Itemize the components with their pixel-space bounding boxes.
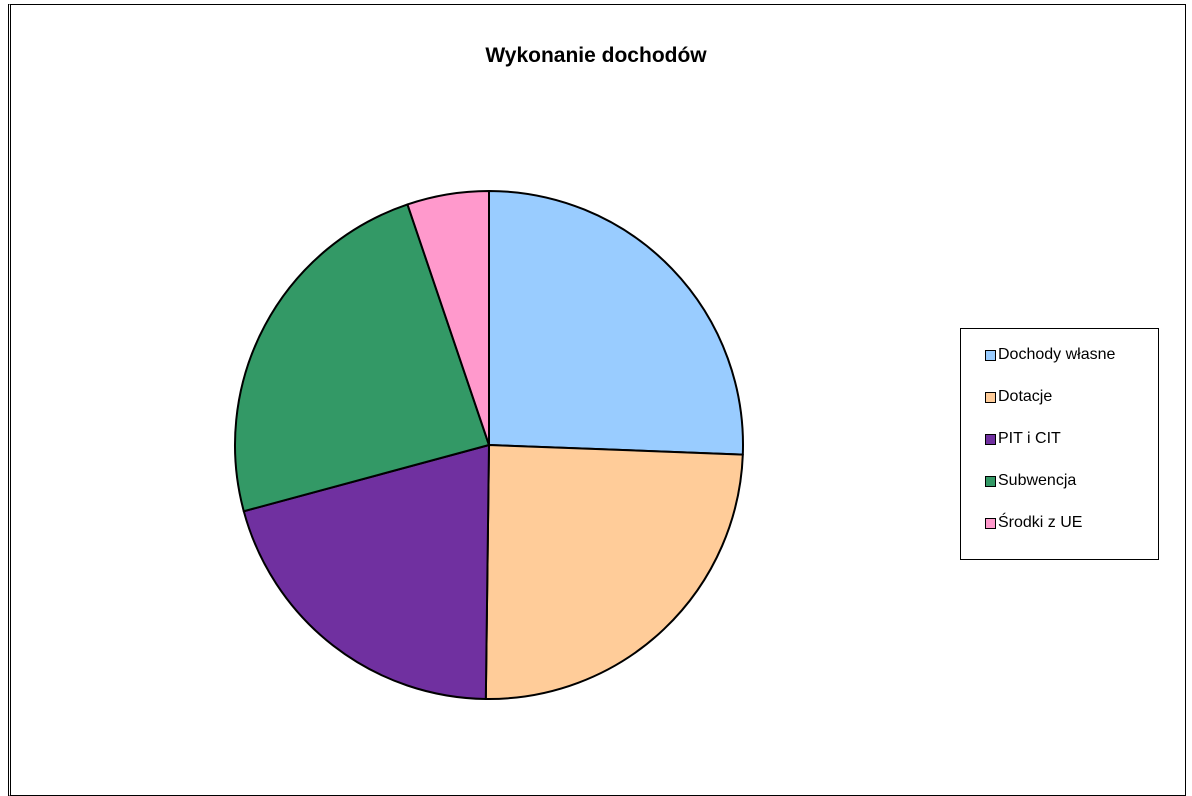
legend-item: Środki z UE — [961, 509, 1158, 537]
legend-item: Dochody własne — [961, 341, 1158, 369]
pie-slice-5 — [406, 190, 490, 446]
legend-swatch — [985, 433, 996, 445]
legend-label: Środki z UE — [998, 514, 1083, 531]
pie-slice-1 — [488, 190, 744, 456]
legend-swatch — [985, 517, 996, 529]
legend-swatch — [985, 391, 996, 403]
legend-label: Subwencja — [998, 472, 1077, 489]
legend-item: Dotacje — [961, 383, 1158, 411]
legend-item: Subwencja — [961, 467, 1158, 495]
legend-label: Dotacje — [998, 388, 1053, 405]
legend-swatch — [985, 349, 996, 361]
pie-slice-2 — [484, 444, 744, 700]
chart-title: Wykonanie dochodów — [485, 44, 707, 67]
pie-slice-4 — [234, 203, 490, 513]
legend-label: Dochody własne — [998, 346, 1116, 363]
legend-label: PIT i CIT — [998, 430, 1061, 447]
pie-slice-3 — [242, 444, 490, 700]
legend-swatch — [985, 475, 996, 487]
legend: Dochody własne Dotacje PIT i CIT Subwenc… — [960, 328, 1159, 560]
legend-item: PIT i CIT — [961, 425, 1158, 453]
